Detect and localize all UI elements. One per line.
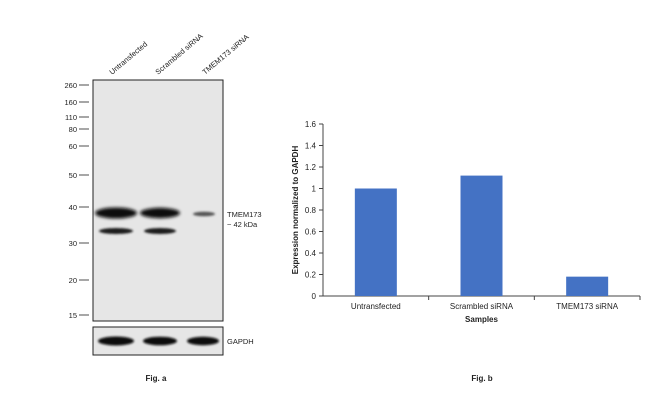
mw-label-110: 110	[65, 113, 77, 122]
mw-marker-ladder: 260 160 110 80 60 50 40 30 20 15	[64, 81, 89, 320]
chart-y-ticks: 0 0.2 0.4 0.6 0.8 1 1.2 1.4 1.6	[305, 120, 323, 301]
chart-bar	[354, 188, 397, 296]
chart-y-tick-label: 1	[312, 185, 317, 194]
mw-label-60: 60	[69, 142, 77, 151]
band-label-tmem173: TMEM173	[227, 210, 262, 219]
mw-label-15: 15	[69, 311, 77, 320]
band-tmem173-untransfected	[95, 207, 137, 219]
mw-label-160: 160	[64, 98, 77, 107]
blot-membrane-main	[92, 79, 224, 322]
chart-x-tick-label: Scrambled siRNA	[450, 302, 514, 311]
chart-x-tick-label: Untransfected	[351, 302, 401, 311]
mw-label-50: 50	[69, 171, 77, 180]
band-gapdh-untransfected	[98, 336, 134, 346]
mw-label-30: 30	[69, 239, 77, 248]
chart-bar	[566, 276, 609, 296]
chart-bar	[460, 175, 503, 296]
caption-fig-b: Fig. b	[471, 374, 492, 383]
chart-y-tick-label: 0.4	[305, 249, 317, 258]
band-label-gapdh: GAPDH	[227, 337, 254, 346]
chart-x-tick-label: TMEM173 siRNA	[556, 302, 618, 311]
chart-y-tick-label: 0.6	[305, 228, 317, 237]
mw-label-260: 260	[64, 81, 77, 90]
band-tmem173-scrambled-sirna	[140, 207, 180, 219]
caption-fig-a: Fig. a	[146, 374, 167, 383]
chart-x-tick-labels: Untransfected Scrambled siRNA TMEM173 siRN…	[351, 296, 641, 311]
chart-y-tick-label: 1.4	[305, 142, 317, 151]
band-gapdh-tmem173-sirna	[187, 336, 219, 346]
mw-label-80: 80	[69, 125, 77, 134]
chart-bars	[354, 175, 609, 296]
chart-y-tick-label: 0.2	[305, 271, 317, 280]
chart-y-tick-label: 1.2	[305, 163, 317, 172]
chart-y-tick-label: 0	[312, 292, 317, 301]
mw-label-20: 20	[69, 276, 77, 285]
band-lower-untransfected	[99, 228, 133, 234]
band-lower-scrambled-sirna	[144, 228, 176, 234]
chart-y-tick-label: 0.8	[305, 206, 317, 215]
chart-y-axis-title: Expression normalized to GAPDH	[291, 146, 300, 275]
band-gapdh-scrambled-sirna	[143, 336, 177, 346]
chart-y-tick-label: 1.6	[305, 120, 317, 129]
band-label-tmem173-size: ~ 42 kDa	[227, 220, 258, 229]
mw-label-40: 40	[69, 203, 77, 212]
band-tmem173-tmem173-sirna	[193, 211, 215, 217]
chart-x-axis-title: Samples	[465, 315, 498, 324]
